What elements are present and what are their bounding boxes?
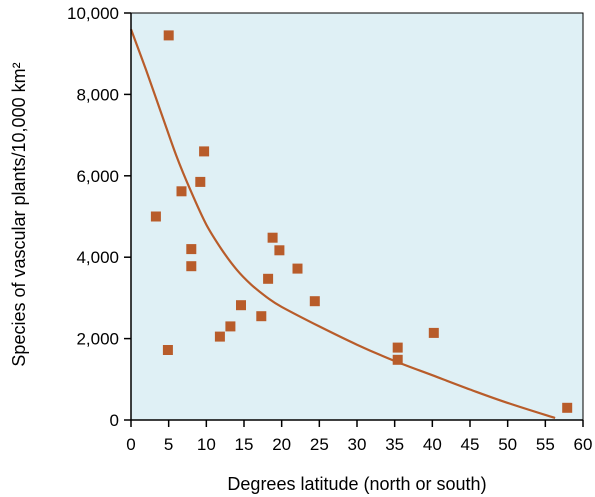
data-point	[267, 232, 278, 243]
x-axis-ticks: 0 5 10 15 20 25 30 35 40 45 50 55 60	[126, 420, 592, 454]
data-point	[562, 402, 573, 413]
data-point	[186, 244, 197, 255]
x-tick-label: 25	[310, 435, 329, 454]
y-axis-ticks: 0 2,000 4,000 6,000 8,000 10,000	[67, 4, 131, 430]
trend-line	[129, 28, 556, 420]
x-tick-label: 40	[423, 435, 442, 454]
data-point	[292, 263, 303, 274]
plot-area	[130, 12, 584, 421]
data-point	[214, 331, 225, 342]
data-point	[176, 186, 187, 197]
x-tick-label: 10	[197, 435, 216, 454]
x-tick-label: 5	[164, 435, 173, 454]
x-tick-label: 55	[536, 435, 555, 454]
data-point	[163, 30, 174, 41]
x-tick-label: 50	[498, 435, 517, 454]
data-point	[236, 300, 246, 311]
data-point	[162, 345, 173, 355]
data-point	[392, 354, 403, 365]
x-tick-label: 45	[461, 435, 480, 454]
data-points	[150, 30, 573, 413]
data-point	[225, 321, 236, 332]
data-point	[274, 245, 285, 256]
data-point	[150, 211, 161, 222]
x-tick-label: 0	[126, 435, 135, 454]
y-tick-label: 8,000	[76, 85, 119, 104]
data-point	[392, 342, 403, 353]
x-tick-label: 35	[385, 435, 404, 454]
data-point	[428, 327, 439, 338]
y-axis-title: Species of vascular plants/10,000 km²	[9, 62, 29, 366]
x-tick-label: 15	[235, 435, 254, 454]
y-tick-label: 10,000	[67, 4, 119, 23]
x-tick-label: 20	[272, 435, 291, 454]
data-point	[309, 296, 320, 307]
x-tick-label: 30	[348, 435, 367, 454]
x-tick-label: 60	[574, 435, 593, 454]
y-tick-label: 4,000	[76, 248, 119, 267]
data-point	[256, 311, 267, 322]
data-point	[195, 176, 206, 187]
data-point	[263, 273, 274, 284]
y-tick-label: 2,000	[76, 330, 119, 349]
y-tick-label: 0	[110, 411, 119, 430]
data-point	[186, 261, 197, 272]
x-axis-title: Degrees latitude (north or south)	[227, 474, 486, 494]
data-point	[199, 146, 210, 157]
y-tick-label: 6,000	[76, 167, 119, 186]
